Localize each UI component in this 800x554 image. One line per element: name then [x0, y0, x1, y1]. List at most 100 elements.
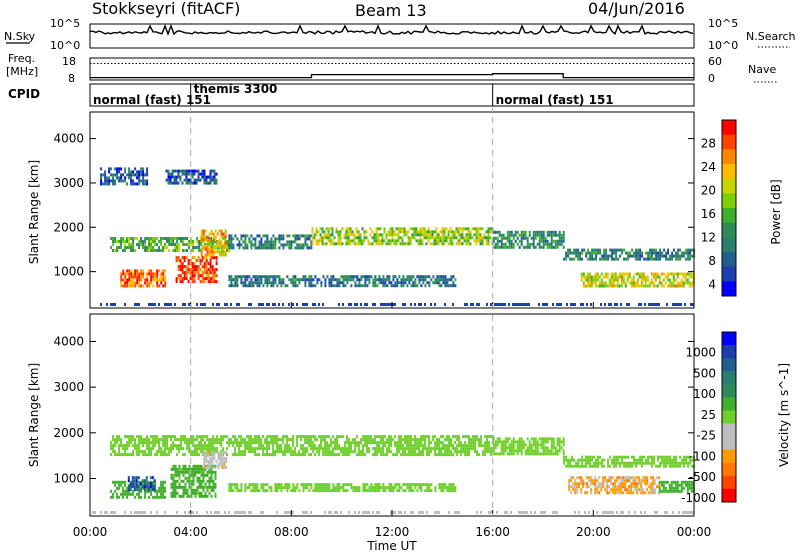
power-echo-cell	[142, 243, 145, 246]
velocity-echo-cell	[256, 438, 259, 442]
power-echo-cell	[150, 281, 153, 285]
velocity-echo-cell	[388, 438, 391, 442]
velocity-echo-cell	[486, 438, 489, 442]
power-echo-cell	[485, 239, 488, 243]
velocity-echo-cell	[310, 444, 313, 448]
power-echo-cell	[514, 233, 517, 237]
power-echo-cell	[532, 236, 535, 240]
power-echo-cell	[238, 275, 241, 279]
power-echo-cell	[186, 243, 189, 246]
velocity-echo-cell	[262, 486, 265, 490]
power-echo-cell	[183, 172, 186, 176]
velocity-echo-cell	[209, 457, 212, 461]
velocity-floor-cell	[620, 511, 622, 514]
power-echo-cell	[280, 237, 283, 241]
velocity-echo-cell	[624, 482, 627, 486]
power-echo-cell	[554, 239, 557, 243]
power-echo-cell	[218, 238, 221, 242]
power-echo-cell	[198, 246, 201, 249]
velocity-echo-cell	[446, 453, 449, 457]
power-echo-cell	[678, 272, 681, 276]
velocity-echo-cell	[274, 489, 277, 493]
power-echo-cell	[565, 251, 568, 255]
velocity-echo-cell	[284, 447, 287, 451]
velocity-echo-cell	[448, 447, 451, 451]
power-echo-cell	[436, 281, 439, 285]
power-echo-cell	[450, 275, 453, 279]
power-echo-cell	[358, 284, 361, 288]
power-echo-cell	[639, 257, 642, 261]
velocity-echo-cell	[184, 464, 187, 468]
velocity-echo-cell	[200, 491, 203, 495]
velocity-floor-cell	[534, 511, 536, 514]
power-floor-cell	[608, 303, 610, 306]
power-echo-cell	[189, 169, 192, 173]
velocity-echo-cell	[212, 438, 215, 442]
velocity-echo-cell	[454, 489, 457, 493]
power-echo-cell	[577, 257, 580, 261]
velocity-echo-cell	[217, 454, 220, 458]
velocity-echo-cell	[420, 486, 423, 490]
velocity-echo-cell	[124, 447, 127, 451]
velocity-echo-cell	[234, 441, 237, 445]
power-echo-cell	[483, 236, 486, 240]
velocity-echo-cell	[582, 482, 585, 486]
power-echo-cell	[183, 259, 186, 263]
velocity-echo-cell	[622, 479, 625, 483]
velocity-echo-cell	[182, 453, 185, 457]
power-echo-cell	[126, 269, 129, 273]
velocity-echo-cell	[200, 473, 203, 477]
velocity-colorbar-swatch	[722, 410, 736, 425]
velocity-echo-cell	[636, 482, 639, 486]
velocity-echo-cell	[154, 441, 157, 445]
power-echo-cell	[327, 236, 330, 240]
power-echo-cell	[364, 275, 367, 279]
velocity-floor-cell	[292, 511, 294, 514]
velocity-echo-cell	[591, 455, 594, 459]
velocity-echo-cell	[580, 479, 583, 483]
power-echo-cell	[224, 250, 227, 254]
velocity-echo-cell	[398, 483, 401, 487]
power-echo-cell	[234, 278, 237, 282]
velocity-echo-cell	[573, 458, 576, 462]
freq-label-line2: [MHz]	[6, 65, 38, 78]
velocity-echo-cell	[252, 441, 255, 445]
power-echo-cell	[558, 242, 561, 246]
velocity-echo-cell	[194, 444, 197, 448]
velocity-echo-cell	[207, 466, 210, 470]
power-echo-cell	[160, 278, 163, 282]
power-floor-cell	[348, 303, 350, 306]
velocity-echo-cell	[632, 491, 635, 495]
power-echo-cell	[184, 243, 187, 246]
velocity-echo-cell	[634, 488, 637, 492]
velocity-echo-cell	[270, 486, 273, 490]
velocity-echo-cell	[172, 464, 175, 468]
power-echo-cell	[230, 284, 233, 288]
power-echo-cell	[146, 182, 149, 186]
velocity-echo-cell	[376, 486, 379, 490]
velocity-floor-cell	[106, 511, 108, 514]
velocity-echo-cell	[502, 452, 505, 456]
velocity-colorbar-tick: 25	[701, 408, 716, 422]
power-echo-cell	[569, 257, 572, 261]
power-echo-cell	[586, 275, 589, 279]
power-echo-cell	[195, 268, 198, 272]
power-echo-cell	[339, 236, 342, 240]
power-echo-cell	[296, 246, 299, 250]
power-echo-cell	[367, 239, 370, 243]
velocity-echo-cell	[679, 464, 682, 468]
power-echo-cell	[465, 233, 468, 237]
velocity-echo-cell	[248, 441, 251, 445]
velocity-echo-cell	[198, 470, 201, 474]
power-echo-cell	[136, 269, 139, 273]
power-echo-cell	[504, 242, 507, 246]
power-echo-cell	[375, 239, 378, 243]
velocity-echo-cell	[572, 482, 575, 486]
power-echo-cell	[532, 239, 535, 243]
power-echo-cell	[185, 169, 188, 173]
power-floor-cell	[314, 303, 316, 306]
power-echo-cell	[658, 275, 661, 279]
power-echo-cell	[185, 265, 188, 269]
power-echo-cell	[538, 239, 541, 243]
power-echo-cell	[682, 284, 685, 288]
